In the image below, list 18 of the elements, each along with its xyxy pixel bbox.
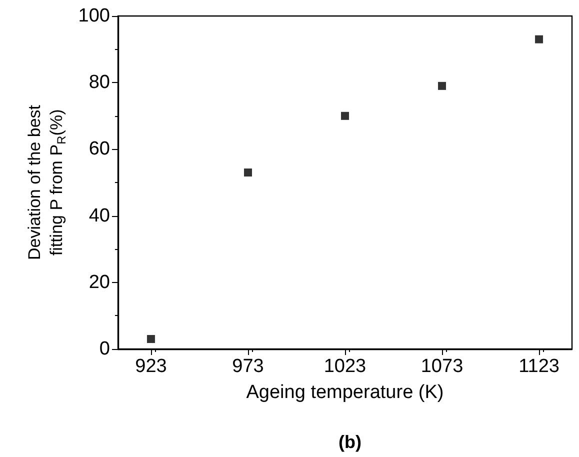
y-tick-label: 60 <box>88 138 110 160</box>
y-tick-label: 80 <box>88 72 110 94</box>
text: (b) <box>338 432 362 452</box>
x-tick-label: 1073 <box>420 356 464 377</box>
point <box>341 112 349 120</box>
x-tick-label: 973 <box>232 356 264 377</box>
point <box>244 168 252 177</box>
x-tick-label: 1123 <box>518 356 560 377</box>
x-tick-label: 1023 <box>324 356 366 377</box>
point <box>146 335 155 344</box>
point <box>438 82 446 90</box>
point <box>535 35 544 44</box>
y-tick-label: 40 <box>88 205 110 226</box>
y-tick-label: 100 <box>78 6 110 26</box>
y-tick-label: 0 <box>99 338 110 360</box>
x-tick-label: 923 <box>135 356 167 377</box>
y-tick-label: 20 <box>88 272 110 293</box>
x-axis-title: Ageing temperature (K) <box>246 382 444 403</box>
